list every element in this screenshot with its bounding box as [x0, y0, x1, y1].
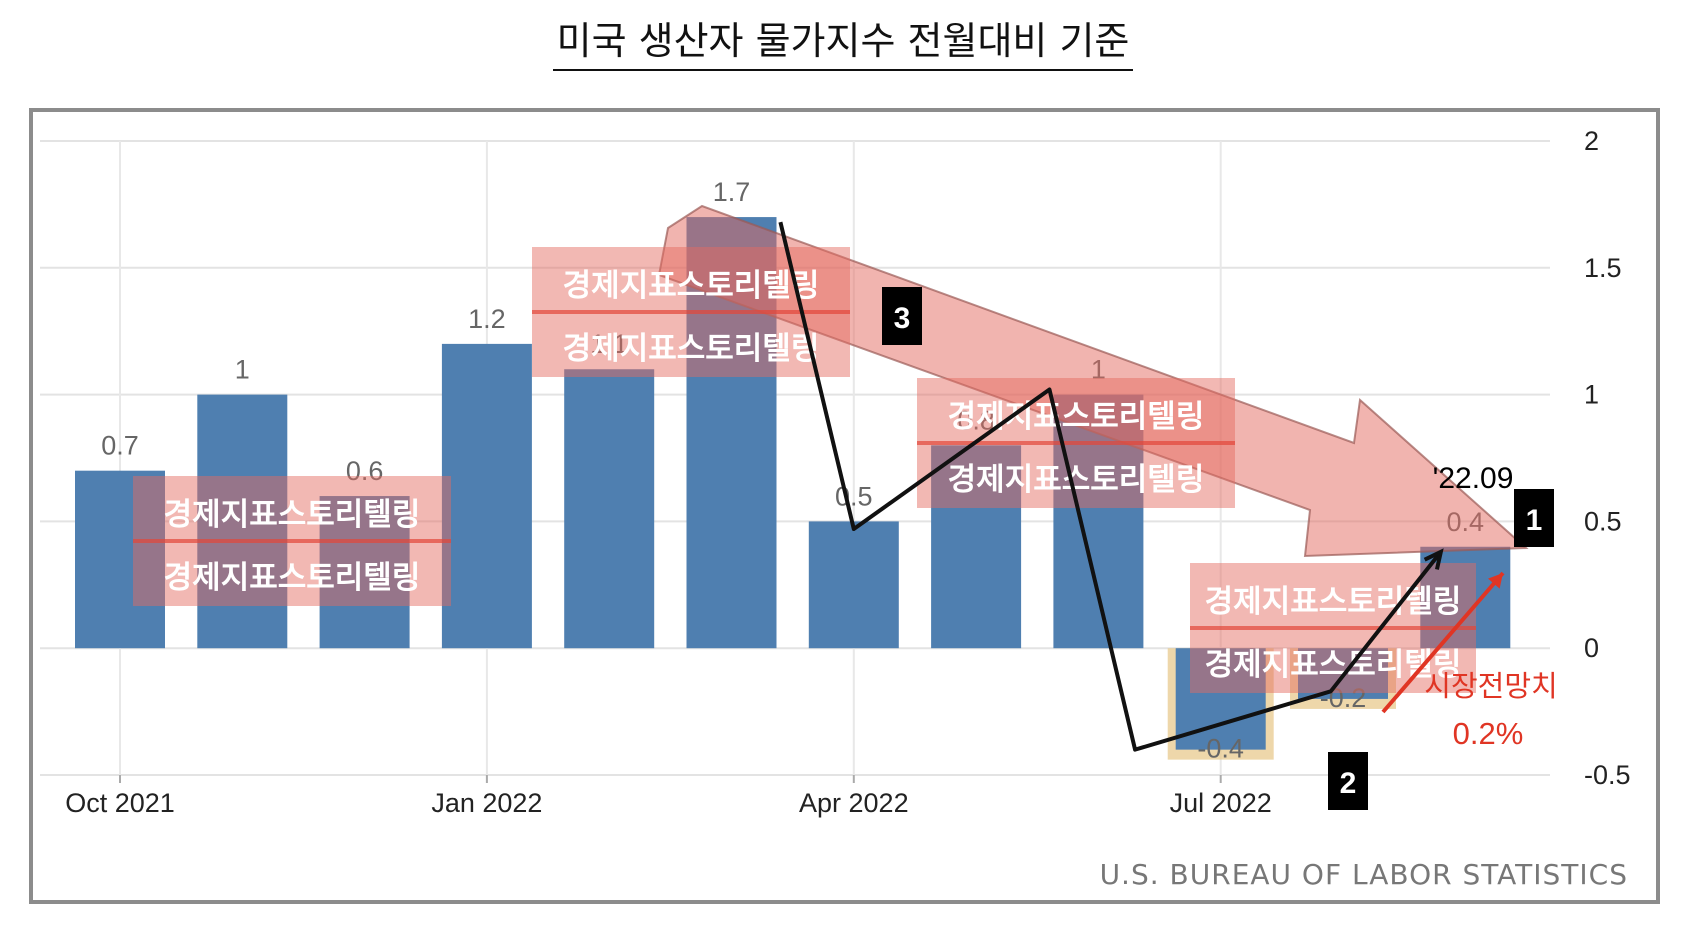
watermark-text: 경제지표스토리텔링	[164, 497, 421, 533]
step-marker-bg	[1328, 752, 1368, 810]
bar	[441, 343, 532, 649]
bar	[319, 496, 410, 649]
bar	[75, 470, 165, 649]
period-label: '22.09	[1433, 462, 1514, 495]
step-marker: 1	[1514, 489, 1554, 547]
step-marker-number: 2	[1340, 767, 1357, 800]
overlay-arrowhead	[1423, 548, 1444, 570]
data-label: -0.4	[1197, 734, 1244, 764]
downtrend-arrow	[657, 204, 1529, 558]
chart-title: 미국 생산자 물가지수 전월대비 기준	[0, 10, 1686, 71]
chart-frame	[29, 108, 1660, 904]
source-credit: U.S. BUREAU OF LABOR STATISTICS	[1099, 858, 1628, 891]
data-label: 1.1	[590, 329, 628, 359]
trend-arrow	[657, 204, 1529, 558]
y-tick-label: -0.5	[1584, 760, 1631, 790]
watermark-text: 경제지표스토리텔링	[948, 399, 1205, 435]
bar	[1420, 546, 1511, 649]
watermark-text: 경제지표스토리텔링	[563, 331, 820, 367]
step-marker: 3	[882, 287, 922, 345]
data-label: 0.5	[835, 481, 873, 511]
y-tick-label: 0	[1584, 633, 1599, 663]
y-tick-label: 1	[1584, 380, 1599, 410]
x-tick-label: Jul 2022	[1170, 788, 1272, 818]
watermark-text: 경제지표스토리텔링	[1205, 647, 1462, 683]
bar	[197, 394, 288, 649]
forecast-arrow	[1381, 571, 1505, 714]
bars	[75, 217, 1511, 760]
step-marker-number: 3	[894, 302, 911, 335]
step-marker: 2	[1328, 752, 1368, 810]
forecast-label: 시장전망치	[1424, 671, 1557, 703]
trend-line	[778, 221, 1444, 752]
bar	[931, 445, 1022, 649]
forecast-arrowhead	[1488, 573, 1503, 589]
data-label: -0.2	[1320, 683, 1367, 713]
x-tick-label: Jan 2022	[431, 788, 542, 818]
y-tick-label: 0.5	[1584, 506, 1622, 536]
data-label: 0.6	[346, 456, 384, 486]
step-marker-bg	[1514, 489, 1554, 547]
data-label: 1.7	[713, 177, 751, 207]
annotations: 1 2 3 '22.09 시장전망치 0.2%	[882, 287, 1558, 810]
watermark-text: 경제지표스토리텔링	[563, 268, 820, 304]
data-label: 0.7	[101, 431, 139, 461]
watermark-text: 경제지표스토리텔링	[948, 462, 1205, 498]
data-label: 0.8	[957, 405, 995, 435]
step-marker-number: 1	[1526, 504, 1543, 537]
y-tick-label: 1.5	[1584, 253, 1622, 283]
watermark-text: 경제지표스토리텔링	[164, 560, 421, 596]
x-tick-label: Apr 2022	[799, 788, 909, 818]
forecast-value: 0.2%	[1453, 716, 1524, 751]
watermarks: 경제지표스토리텔링경제지표스토리텔링경제지표스토리텔링경제지표스토리텔링경제지표…	[133, 247, 1476, 693]
axis-labels: 2 1.5 1 0.5 0 -0.5 Oct 2021 Jan 2022 Apr 2022 Jul…	[65, 126, 1630, 818]
bar	[564, 369, 655, 649]
data-label: 1	[235, 355, 250, 385]
x-tick-label: Oct 2021	[65, 788, 175, 818]
watermark-text: 경제지표스토리텔링	[1205, 584, 1462, 620]
bar	[808, 521, 899, 649]
y-tick-label: 2	[1584, 126, 1599, 156]
overlay-trend-line	[778, 221, 1443, 752]
step-marker-bg	[882, 287, 922, 345]
data-label: 1.2	[468, 304, 506, 334]
